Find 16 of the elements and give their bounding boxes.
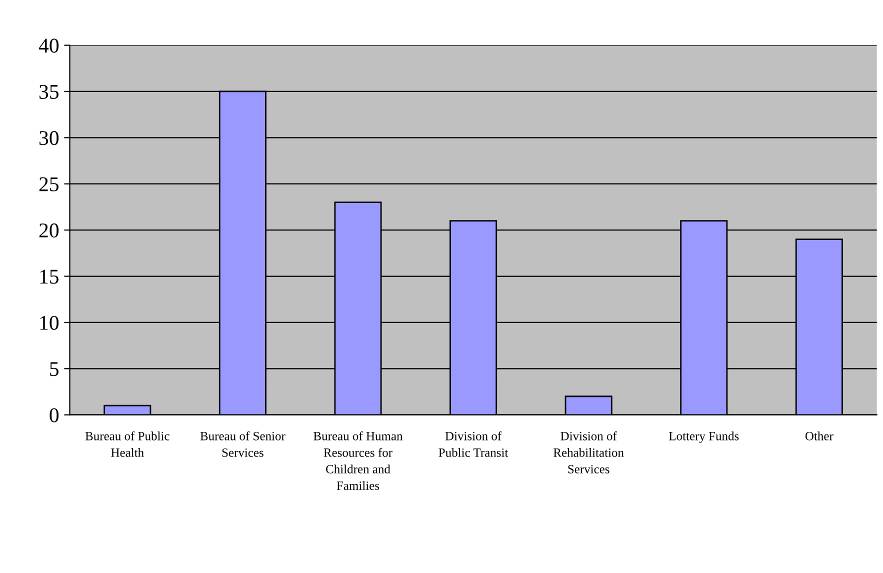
- y-tick-label: 15: [40, 270, 59, 284]
- y-tick-label: 30: [40, 131, 59, 146]
- x-tick-label: Bureau of Human Resources for Children and Families: [314, 431, 403, 490]
- x-tick-label: Bureau of Senior Services: [200, 431, 286, 457]
- x-tick-label: Bureau of Public Health: [85, 431, 170, 457]
- y-tick-label: 10: [40, 316, 59, 330]
- x-tick-label: Lottery Funds: [668, 432, 739, 443]
- y-tick-label: 0: [50, 408, 59, 422]
- y-tick-label: 40: [38, 38, 59, 53]
- x-tick-label: Division of Rehabilitation Services: [554, 431, 624, 474]
- y-tick-label: 35: [40, 84, 59, 99]
- x-tick-label: Division of Public Transit: [438, 431, 508, 457]
- x-tick-label: Other: [805, 432, 834, 440]
- y-tick-label: 25: [39, 177, 59, 192]
- y-tick-label: 20: [39, 223, 59, 238]
- y-tick-label: 5: [50, 362, 59, 376]
